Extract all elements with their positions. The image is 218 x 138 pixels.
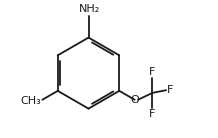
Text: F: F <box>167 85 174 95</box>
Text: NH₂: NH₂ <box>78 4 100 14</box>
Text: F: F <box>149 109 156 119</box>
Text: CH₃: CH₃ <box>20 96 41 106</box>
Text: F: F <box>149 67 156 77</box>
Text: O: O <box>130 95 139 105</box>
